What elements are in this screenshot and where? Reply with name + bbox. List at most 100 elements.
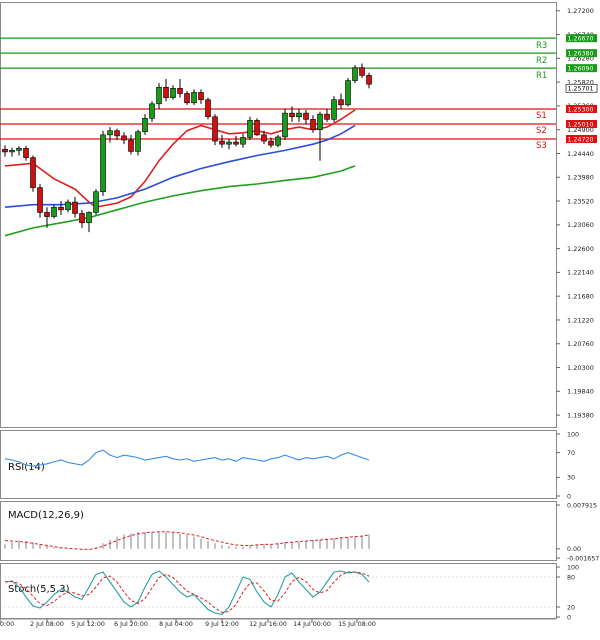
candle-body — [205, 99, 211, 118]
candle-body — [296, 112, 302, 118]
indicator-tick-label: 100 — [567, 564, 579, 571]
indicator-tick-label: 70 — [567, 450, 575, 457]
time-tick-label: 0:00 — [0, 621, 14, 628]
indicator-tick-label: 100 — [567, 431, 579, 438]
candle-body — [65, 201, 71, 211]
candle-body — [212, 116, 218, 142]
candle-body — [184, 93, 190, 104]
candle-body — [352, 67, 358, 81]
candle-body — [317, 113, 323, 130]
candle-body — [114, 130, 120, 137]
candle-body — [30, 157, 36, 188]
candle-body — [142, 118, 148, 133]
candle-body — [86, 212, 92, 224]
macd-title: MACD(12,26,9) — [8, 510, 84, 521]
price-tick-label: 1.23520 — [567, 197, 594, 205]
price-tick-label: 1.20300 — [567, 364, 594, 372]
stoch-k-line — [4, 570, 370, 616]
level-price-label-r2: 1.26380 — [568, 51, 594, 58]
rsi-pane[interactable] — [0, 430, 557, 499]
candle-body — [128, 139, 134, 152]
time-tick-label: 8 Jul 04:00 — [159, 621, 193, 628]
indicator-tick-label: 0 — [567, 614, 571, 621]
candle-body — [156, 86, 162, 105]
candle-body — [149, 103, 155, 119]
level-price-label-s2: 1.25010 — [568, 121, 594, 128]
price-tick-label: 1.24900 — [567, 126, 594, 134]
level-price-label-s1: 1.25300 — [568, 106, 594, 113]
level-name-r2: R2 — [536, 56, 547, 66]
candle-body — [170, 88, 176, 98]
level-price-box-s3 — [566, 134, 597, 143]
macd-indicator: 0.007915 0.00 -0.001657 MACD(12,26,9) — [4, 502, 599, 562]
level-price-box-s1 — [566, 105, 597, 113]
candle-body — [282, 112, 288, 138]
last-price-label: 1.25701 — [568, 86, 594, 93]
price-tick-label: 1.27200 — [567, 7, 594, 15]
candle-body — [240, 137, 246, 145]
level-price-label-r1: 1.26090 — [568, 66, 594, 73]
time-tick-label: 14 Jul 00:00 — [293, 621, 331, 628]
rsi-line — [4, 449, 370, 467]
price-tick-label: 1.23060 — [567, 221, 594, 229]
last-price-marker: 1.25701 — [565, 83, 598, 93]
time-tick-label: 9 Jul 12:00 — [205, 621, 239, 628]
indicator-tick-label: 0.007915 — [567, 502, 597, 509]
candle-body — [289, 112, 295, 118]
candle-body — [9, 150, 15, 153]
indicator-tick-label: 0.00 — [567, 546, 581, 553]
price-tick-label: 1.24440 — [567, 150, 594, 158]
price-tick-label: 1.21220 — [567, 316, 594, 324]
indicator-tick-label: 30 — [567, 475, 575, 482]
time-tick-label: 2 Jul 08:00 — [30, 621, 64, 628]
level-price-box-r1 — [566, 64, 597, 73]
candle-body — [226, 141, 232, 145]
candles — [2, 63, 372, 233]
candle-body — [275, 136, 281, 146]
price-tick-label: 1.22140 — [567, 269, 594, 277]
level-price-box-r2 — [566, 49, 597, 58]
candle-body — [219, 140, 225, 145]
level-name-s3: S3 — [536, 141, 547, 151]
ma-line-ma-slow — [4, 165, 356, 237]
price-tick-label: 1.25820 — [567, 78, 594, 86]
candle-body — [359, 67, 365, 76]
level-price-box-s2 — [566, 119, 597, 128]
rsi-indicator: 100 70 30 0 RSI(14) — [4, 431, 579, 500]
indicator-tick-label: -0.001657 — [567, 555, 599, 562]
time-tick-label: 5 Jul 12:00 — [71, 621, 105, 628]
time-tick-label: 12 Jul 16:00 — [249, 621, 287, 628]
candle-body — [121, 135, 127, 141]
candle-body — [72, 201, 78, 214]
candle-body — [191, 92, 197, 104]
price-tick-label: 1.20760 — [567, 340, 594, 348]
rsi-title: RSI(14) — [8, 462, 45, 473]
pivot-levels: R3 1.26670 R2 1.26380 R1 1.26090 S1 1.25300 S2 1.… — [0, 34, 597, 151]
level-name-r1: R1 — [536, 71, 547, 81]
candle-body — [100, 134, 106, 193]
time-tick-label: 6 Jul 20:00 — [114, 621, 148, 628]
price-pane[interactable] — [0, 2, 557, 428]
price-tick-label: 1.26280 — [567, 55, 594, 63]
level-name-r3: R3 — [536, 41, 547, 51]
candle-body — [163, 86, 169, 98]
macd-signal-line — [4, 531, 370, 550]
candle-body — [51, 206, 57, 217]
last-price-box — [565, 83, 598, 93]
candle-body — [135, 131, 141, 152]
candle-body — [261, 134, 267, 142]
candle-body — [58, 206, 64, 211]
candle-body — [93, 191, 99, 213]
level-name-s1: S1 — [536, 111, 547, 121]
price-tick-label: 1.22600 — [567, 245, 594, 253]
candle-body — [16, 147, 22, 151]
time-tick-label: 15 Jul 08:00 — [338, 621, 376, 628]
candle-body — [44, 212, 50, 217]
candle-body — [198, 92, 204, 100]
level-price-box-r3 — [566, 34, 597, 43]
macd-pane[interactable] — [0, 501, 557, 561]
candle-body — [254, 120, 260, 136]
candle-body — [2, 149, 8, 153]
price-tick-label: 1.19380 — [567, 411, 594, 419]
